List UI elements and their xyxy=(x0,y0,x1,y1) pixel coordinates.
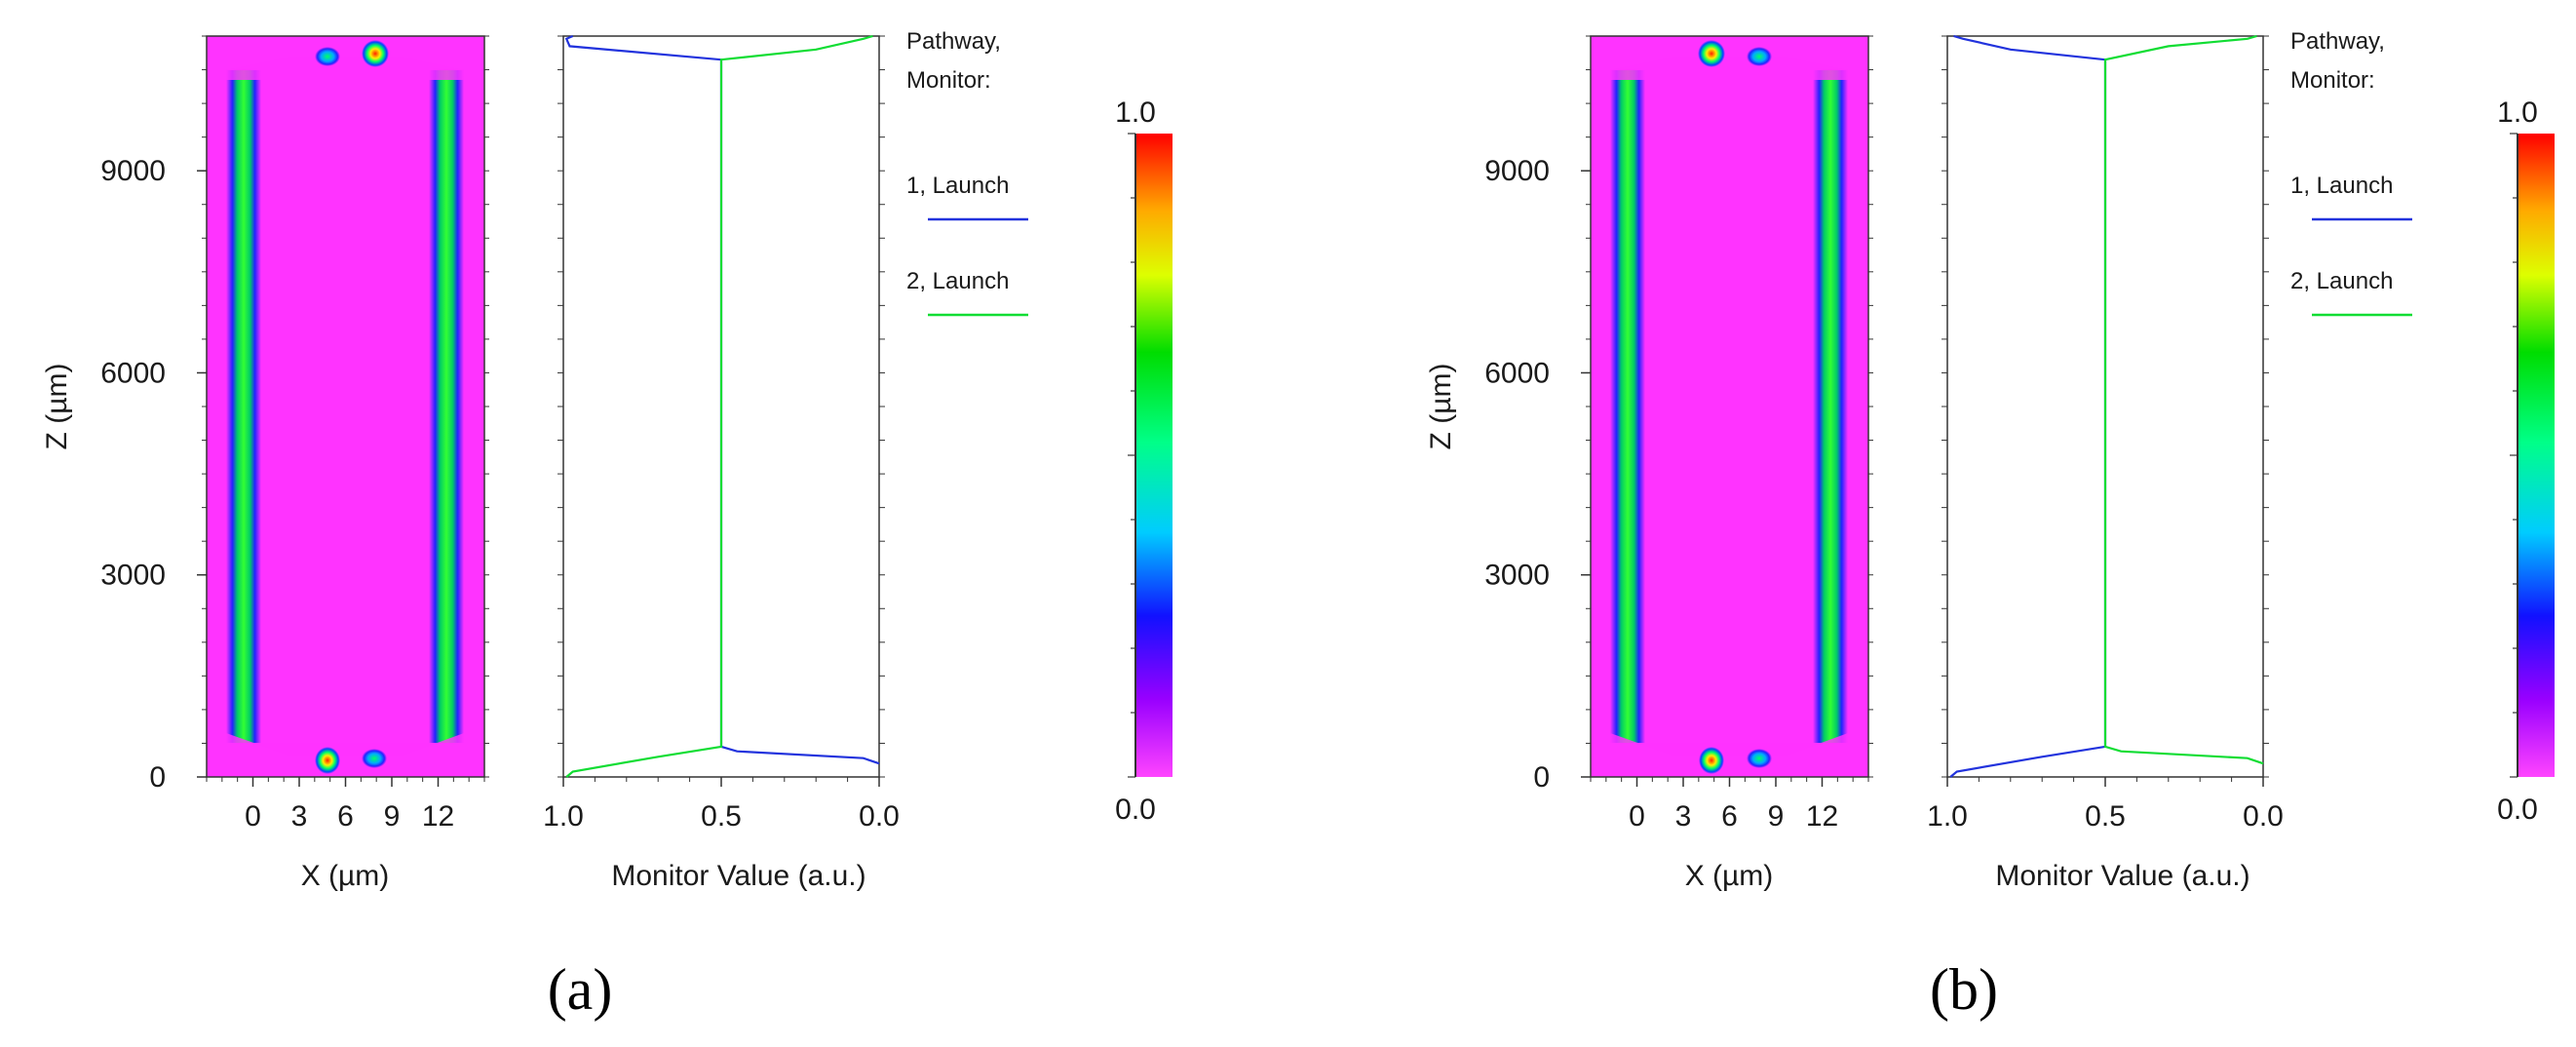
monitor-plot-b: 1.0 0.5 0.0 xyxy=(1927,34,2284,833)
heatmap-taper-bottom xyxy=(226,733,464,756)
y-tick-label: 6000 xyxy=(1484,357,1550,389)
heatmap-spot-bottom-hot xyxy=(315,747,340,774)
y-tick-label: 3000 xyxy=(100,560,166,592)
monitor-x-tick-label: 0.5 xyxy=(2085,800,2126,833)
x-tick-label: 3 xyxy=(291,800,308,833)
colorbar-ticks xyxy=(2510,133,2518,778)
heatmap-spot-bottom-cool xyxy=(362,749,387,768)
legend-title-line-1: Pathway, xyxy=(2290,28,2385,55)
heatmap-spot-bottom-hot xyxy=(1699,747,1724,774)
monitor-series-2-line xyxy=(565,34,873,778)
colorbar-b: 1.0 0.0 xyxy=(2497,97,2555,826)
field-heatmap-b xyxy=(1590,35,1869,778)
heatmap-spot-top-cool xyxy=(1747,47,1772,66)
x-tick-label: 6 xyxy=(1721,800,1738,833)
x-tick-label: 9 xyxy=(384,800,401,833)
monitor-x-axis-label: Monitor Value (a.u.) xyxy=(1995,860,2249,892)
heatmap-spot-top-cool xyxy=(315,47,340,66)
colorbar-bottom-label: 0.0 xyxy=(1115,794,1156,826)
legend-title-line-2: Monitor: xyxy=(906,67,991,94)
heatmap-band-right xyxy=(429,70,464,743)
x-tick-label: 0 xyxy=(1629,800,1645,833)
monitor-x-tick-label: 1.0 xyxy=(1927,800,1968,833)
monitor-series-2-line xyxy=(2103,34,2264,765)
y-tick-label: 0 xyxy=(149,761,166,794)
x-tick-label: 12 xyxy=(1806,800,1838,833)
colorbar-a: 1.0 0.0 xyxy=(1115,97,1173,826)
caption-b: (b) xyxy=(1930,957,1998,1022)
heatmap-band-left xyxy=(1610,70,1645,743)
legend-title-line-1: Pathway, xyxy=(906,28,1001,55)
legend-entry-1: 1, Launch xyxy=(2290,173,2393,199)
y-axis-label: Z (µm) xyxy=(41,364,73,450)
colorbar-bottom-label: 0.0 xyxy=(2497,794,2538,826)
x-axis-label: X (µm) xyxy=(1685,860,1774,892)
monitor-x-axis-label: Monitor Value (a.u.) xyxy=(611,860,865,892)
field-heatmap-a xyxy=(206,35,485,778)
legend-entry-2: 2, Launch xyxy=(2290,268,2393,294)
y-tick-label: 6000 xyxy=(100,357,166,389)
monitor-x-tick-label: 0.0 xyxy=(2243,800,2284,833)
heatmap-taper-top xyxy=(226,57,464,80)
monitor-x-tick-label: 0.5 xyxy=(701,800,742,833)
monitor-x-tick-label: 1.0 xyxy=(543,800,584,833)
heatmap-band-left xyxy=(226,70,261,743)
x-tick-label: 6 xyxy=(337,800,354,833)
heatmap-taper-bottom xyxy=(1610,733,1848,756)
colorbar-gradient xyxy=(1135,134,1173,777)
x-tick-label: 3 xyxy=(1675,800,1692,833)
y-tick-label: 9000 xyxy=(1484,155,1550,187)
heatmap-band-right xyxy=(1813,70,1848,743)
legend-entry-2: 2, Launch xyxy=(906,268,1009,294)
monitor-x-tick-label: 0.0 xyxy=(859,800,900,833)
colorbar-ticks xyxy=(1128,133,1135,778)
heatmap-spot-bottom-cool xyxy=(1747,749,1772,768)
heatmap-spot-top-hot xyxy=(362,40,389,67)
x-axis-label: X (µm) xyxy=(301,860,390,892)
caption-a: (a) xyxy=(548,957,613,1022)
monitor-plot-a: 1.0 0.5 0.0 xyxy=(543,34,900,833)
y-axis-label: Z (µm) xyxy=(1425,364,1457,450)
y-tick-label: 0 xyxy=(1533,761,1550,794)
x-tick-label: 9 xyxy=(1768,800,1785,833)
y-tick-label: 9000 xyxy=(100,155,166,187)
legend-title-line-2: Monitor: xyxy=(2290,67,2375,94)
y-tick-label: 3000 xyxy=(1484,560,1550,592)
legend-entry-1: 1, Launch xyxy=(906,173,1009,199)
colorbar-top-label: 1.0 xyxy=(1115,97,1156,129)
heatmap-taper-top xyxy=(1610,57,1848,80)
colorbar-gradient xyxy=(2518,134,2555,777)
colorbar-top-label: 1.0 xyxy=(2497,97,2538,129)
x-tick-label: 0 xyxy=(245,800,261,833)
heatmap-spot-top-hot xyxy=(1698,40,1725,67)
x-tick-label: 12 xyxy=(422,800,454,833)
